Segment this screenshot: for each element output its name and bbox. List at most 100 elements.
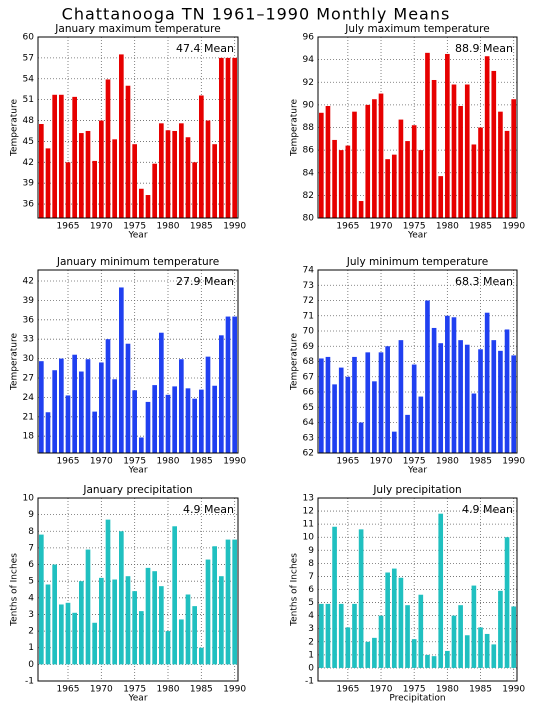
bar xyxy=(185,388,191,453)
x-tick-label: 1975 xyxy=(403,222,426,232)
bar xyxy=(458,605,463,668)
bar xyxy=(65,162,71,218)
y-tick-label: 51 xyxy=(23,95,34,105)
bar xyxy=(372,99,377,218)
bar xyxy=(325,356,331,453)
y-tick-label: 69 xyxy=(303,342,315,352)
bar xyxy=(92,622,97,665)
bar xyxy=(484,633,490,668)
y-tick-label: 7 xyxy=(308,572,314,582)
y-tick-label: 72 xyxy=(303,296,314,306)
bar xyxy=(85,359,91,453)
bar xyxy=(318,112,324,218)
y-tick-label: 82 xyxy=(303,191,314,201)
x-tick-label: 1980 xyxy=(436,457,459,467)
panel-title: July minimum temperature xyxy=(346,256,488,268)
bar xyxy=(225,539,231,665)
x-tick-label: 1980 xyxy=(157,222,180,232)
y-tick-label: 8 xyxy=(308,559,314,569)
bar xyxy=(478,627,483,668)
x-axis-label: Year xyxy=(127,694,147,704)
x-tick-label: 1985 xyxy=(190,685,213,695)
bar xyxy=(332,384,337,453)
bar xyxy=(405,141,410,218)
y-axis-label: Temperature xyxy=(10,99,20,157)
x-tick-label: 1975 xyxy=(123,685,146,695)
bar xyxy=(358,422,364,453)
x-tick-label: 1965 xyxy=(57,457,80,467)
x-tick-label: 1985 xyxy=(190,222,213,232)
bar xyxy=(352,603,357,668)
y-tick-label: 6 xyxy=(28,560,34,570)
bar xyxy=(39,534,44,665)
y-tick-label: 9 xyxy=(28,510,34,520)
bar xyxy=(478,349,483,453)
bar xyxy=(445,53,450,218)
bar xyxy=(338,603,344,668)
bar xyxy=(105,519,111,665)
bar xyxy=(199,95,204,218)
bar xyxy=(405,605,410,668)
plot-frame xyxy=(317,497,518,682)
bar xyxy=(212,144,217,218)
y-tick-label: 0 xyxy=(28,660,34,670)
bar xyxy=(398,340,404,453)
bar xyxy=(92,411,97,453)
bar xyxy=(425,52,430,219)
bar xyxy=(511,606,517,668)
bar xyxy=(205,559,211,665)
y-tick-label: 36 xyxy=(23,315,35,325)
bar xyxy=(232,539,237,665)
bar xyxy=(139,437,144,453)
y-axis-label: Tenths of Inches xyxy=(10,553,20,627)
bar xyxy=(471,144,477,218)
y-tick-label: 1 xyxy=(28,643,34,653)
bar xyxy=(132,144,137,218)
bar xyxy=(352,356,357,453)
x-tick-label: 1980 xyxy=(436,685,459,695)
bar xyxy=(378,93,384,218)
x-axis-label: Year xyxy=(127,466,147,476)
bar xyxy=(484,56,490,219)
bar xyxy=(139,188,144,218)
bar xyxy=(92,160,97,218)
bar xyxy=(425,654,430,668)
bar xyxy=(199,389,204,453)
x-tick-label: 1970 xyxy=(370,457,393,467)
bar xyxy=(411,639,417,668)
bar xyxy=(365,104,371,218)
x-tick-label: 1975 xyxy=(403,457,426,467)
bar xyxy=(332,139,337,218)
bar xyxy=(458,106,463,218)
x-tick-label: 1985 xyxy=(469,685,492,695)
y-tick-label: 2 xyxy=(28,627,34,637)
bar xyxy=(451,317,457,453)
bar xyxy=(145,195,151,218)
y-tick-label: 84 xyxy=(303,168,315,178)
bar xyxy=(192,398,197,453)
mean-annotation: 88.9 Mean xyxy=(455,42,513,55)
bar xyxy=(378,352,384,453)
bar xyxy=(139,611,144,665)
bar xyxy=(464,84,470,218)
bar xyxy=(145,567,151,665)
bar xyxy=(345,145,351,218)
y-tick-label: 88 xyxy=(303,123,315,133)
y-tick-label: 94 xyxy=(303,55,315,65)
bar xyxy=(511,355,517,453)
plot-frame xyxy=(317,269,518,454)
x-tick-label: 1990 xyxy=(223,222,246,232)
bar xyxy=(165,394,171,453)
bar xyxy=(45,584,51,665)
bar xyxy=(451,84,457,218)
x-tick-label: 1990 xyxy=(502,685,525,695)
y-tick-label: 7 xyxy=(28,543,34,553)
bar xyxy=(192,606,197,665)
mean-annotation: 27.9 Mean xyxy=(176,275,234,288)
bar xyxy=(79,133,84,218)
bar xyxy=(225,57,231,219)
bar xyxy=(119,531,124,665)
bar xyxy=(484,312,490,453)
y-tick-label: 6 xyxy=(308,585,314,595)
